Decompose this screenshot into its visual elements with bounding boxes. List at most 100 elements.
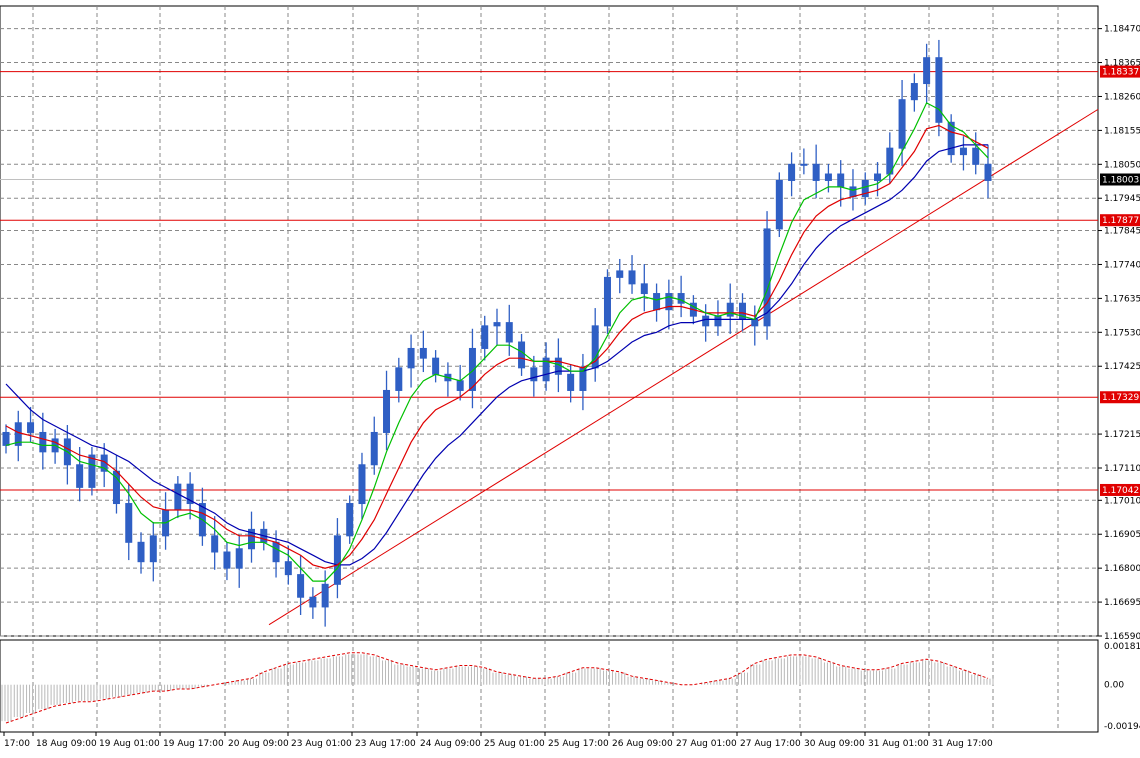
moving-average-mid	[5, 124, 989, 569]
candle-body	[714, 315, 722, 327]
price-tick-label: 1.18365	[1104, 59, 1140, 69]
candle-body	[800, 163, 808, 166]
candle-body	[272, 541, 280, 563]
price-tick-label: 1.17215	[1104, 430, 1140, 440]
candle-body	[456, 380, 464, 391]
price-tick-label: 1.18155	[1104, 126, 1140, 136]
time-tick-label: 24 Aug 09:00	[420, 739, 481, 749]
candle-body	[358, 464, 366, 505]
candle-body	[567, 373, 575, 391]
level-price-box	[1100, 483, 1140, 496]
candle-body	[432, 357, 440, 375]
time-tick-label: 26 Aug 09:00	[612, 739, 673, 749]
candle-body	[481, 325, 489, 349]
time-tick-label: 25 Aug 17:00	[548, 739, 609, 749]
price-tick-label: 1.16695	[1104, 598, 1140, 608]
price-tick-label: 1.17740	[1104, 260, 1140, 270]
candle-body	[849, 186, 857, 198]
candle-body	[14, 422, 22, 446]
candle-body	[235, 548, 243, 569]
candle-body	[640, 283, 648, 295]
candle-body	[542, 357, 550, 382]
main-pane	[0, 5, 1099, 637]
candle-body	[333, 535, 341, 585]
candle-body	[248, 528, 255, 550]
candle-body	[702, 315, 710, 327]
candle-body	[910, 83, 918, 101]
candle-body	[824, 173, 832, 181]
candle-body	[76, 464, 84, 488]
level-price-box	[1100, 65, 1140, 78]
candle-body	[174, 483, 182, 511]
candle-body	[775, 179, 783, 230]
candle-body	[395, 367, 403, 391]
candle-body	[959, 147, 967, 156]
candle-body	[518, 341, 526, 369]
time-tick-label: 23 Aug 01:00	[291, 739, 352, 749]
current-price-label: 1.18003	[1102, 175, 1139, 185]
candle-body	[186, 483, 194, 505]
candle-body	[2, 431, 10, 446]
time-tick-label: 25 Aug 01:00	[484, 739, 545, 749]
candle-body	[493, 322, 501, 327]
candle-body	[223, 551, 231, 569]
candle-body	[837, 173, 845, 188]
candle-body	[935, 57, 943, 123]
candle-body	[984, 163, 992, 181]
time-tick-label: 31 Aug 17:00	[932, 739, 993, 749]
oscillator-tick-label: 0.00	[1104, 681, 1124, 691]
candle-body	[923, 57, 931, 85]
price-tick-label: 1.18470	[1104, 25, 1140, 35]
candle-body	[861, 179, 869, 198]
level-price-label: 1.17877	[1102, 216, 1139, 226]
time-tick-label: 31 Aug 01:00	[868, 739, 929, 749]
candle-body	[88, 454, 96, 488]
level-price-label: 1.17329	[1102, 393, 1139, 403]
time-tick-label: 27 Aug 01:00	[676, 739, 737, 749]
price-tick-label: 1.17010	[1104, 496, 1140, 506]
candle-body	[751, 318, 759, 327]
time-tick-label: 19 Aug 01:00	[99, 739, 160, 749]
trend-line	[268, 108, 1099, 626]
candle-body	[947, 121, 955, 156]
candle-body	[370, 431, 378, 466]
price-tick-label: 1.17530	[1104, 328, 1140, 338]
candle-body	[505, 322, 513, 343]
time-tick-label: 23 Aug 17:00	[355, 739, 416, 749]
price-tick-label: 1.18050	[1104, 160, 1140, 170]
candle-body	[763, 228, 771, 327]
candle-body	[125, 503, 133, 543]
time-tick-label: 20 Aug 09:00	[228, 739, 289, 749]
candle-body	[677, 293, 685, 304]
candle-body	[788, 163, 796, 181]
oscillator-tick-label: 0.001818	[1104, 642, 1140, 652]
candle-body	[628, 270, 636, 285]
oscillator-signal-line	[5, 652, 989, 724]
candle-body	[39, 431, 47, 453]
price-tick-label: 1.17945	[1104, 194, 1140, 204]
price-tick-label: 1.16905	[1104, 530, 1140, 540]
candle-body	[407, 347, 415, 369]
candle-body	[419, 347, 427, 359]
moving-average-fast	[5, 102, 989, 582]
candle-body	[211, 535, 219, 553]
candle-body	[383, 389, 391, 433]
time-tick-label: 18 Aug 09:00	[36, 739, 97, 749]
candle-body	[149, 535, 157, 563]
time-tick-label: 27 Aug 17:00	[740, 739, 801, 749]
oscillator-tick-label: -0.00194	[1104, 722, 1140, 732]
level-price-label: 1.17042	[1102, 486, 1139, 496]
price-tick-label: 1.17635	[1104, 294, 1140, 304]
level-price-box	[1100, 214, 1140, 227]
candle-body	[321, 583, 329, 608]
price-tick-label: 1.17110	[1104, 464, 1140, 474]
candle-body	[309, 596, 317, 608]
candle-body	[27, 422, 35, 433]
price-tick-label: 1.18260	[1104, 92, 1140, 102]
time-tick-label: 30 Aug 09:00	[804, 739, 865, 749]
candle-body	[726, 302, 734, 317]
candle-body	[812, 163, 820, 181]
time-tick-label: 17:00	[4, 739, 30, 749]
